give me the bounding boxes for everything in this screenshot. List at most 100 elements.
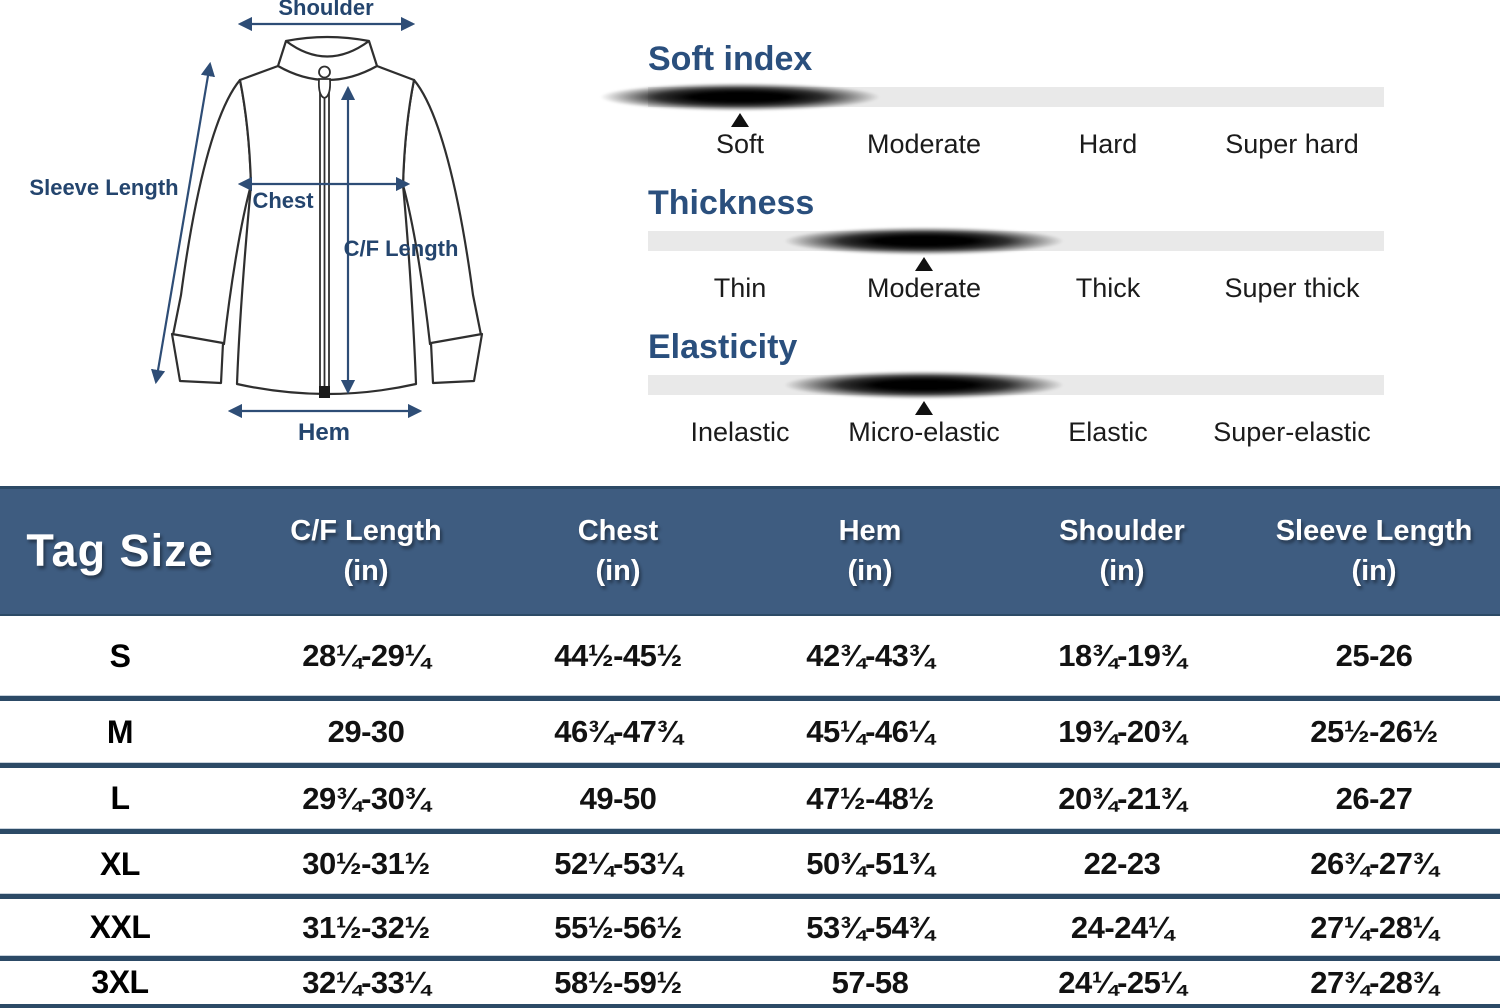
scale-label: Super thick xyxy=(1224,273,1360,304)
cf-length-cell: 32¼-33¼ xyxy=(302,964,430,1000)
chest-cell: 55½-56½ xyxy=(554,909,682,945)
cf-length-cell: 29¾-30¾ xyxy=(302,780,430,816)
table-row: 3XL 32¼-33¼ 58½-59½ 57-58 24¼-25¼ 27¾-28… xyxy=(0,961,1500,1004)
scale-marker-row xyxy=(648,395,1384,417)
hem-cell: 42¾-43¾ xyxy=(806,638,934,673)
scale-label: Super-elastic xyxy=(1213,417,1371,448)
hem-cell: 57-58 xyxy=(831,964,909,1000)
chest-cell: 44½-45½ xyxy=(554,638,682,673)
hem-cell: 47½-48½ xyxy=(806,780,934,816)
scale-bar xyxy=(600,83,1384,112)
scale-thickness: Thickness Thin Moderate Thick Super thic… xyxy=(648,184,1384,304)
scale-level-indicator xyxy=(784,227,1064,256)
sleeve-length-label: Sleeve Length xyxy=(29,175,178,200)
scale-bar xyxy=(648,371,1384,400)
scale-label: Moderate xyxy=(866,273,982,304)
scale-label: Moderate xyxy=(866,129,982,160)
size-cell: L xyxy=(110,780,130,816)
cf-length-cell: 30½-31½ xyxy=(302,846,430,881)
hem-label: Hem xyxy=(298,419,350,446)
size-cell: XL xyxy=(100,845,140,882)
scale-bar xyxy=(648,227,1384,256)
row-divider xyxy=(0,1004,1500,1008)
column-header-sleeve-length: Sleeve Length (in) xyxy=(1275,515,1473,587)
row-divider xyxy=(0,956,1500,961)
scale-label: Super hard xyxy=(1225,129,1359,160)
size-table: Tag Size C/F Length (in) Chest (in) Hem … xyxy=(0,486,1500,1008)
hem-cell: 53¾-54¾ xyxy=(806,909,934,945)
fabric-scales: Soft index Soft Moderate Hard Super hard… xyxy=(600,40,1384,472)
sleeve-cell: 27¼-28¼ xyxy=(1310,909,1438,945)
scale-marker-row xyxy=(648,107,1384,129)
scale-label: Micro-elastic xyxy=(848,417,1000,448)
top-section: Shoulder Sleeve Length Chest C/F Length … xyxy=(0,0,1500,486)
triangle-up-icon xyxy=(731,113,749,128)
sleeve-cell: 26-27 xyxy=(1335,780,1413,816)
chest-label: Chest xyxy=(252,188,314,213)
sleeve-cell: 26¾-27¾ xyxy=(1310,846,1438,881)
size-cell: S xyxy=(109,637,131,674)
table-row: M 29-30 46¾-47¾ 45¼-46¼ 19¾-20¾ 25½-26½ xyxy=(0,701,1500,763)
zipper xyxy=(317,65,332,398)
scale-label: Soft xyxy=(715,129,765,160)
sleeve-cell: 25½-26½ xyxy=(1310,714,1438,749)
hem-cell: 45¼-46¼ xyxy=(806,714,934,749)
scale-level-indicator xyxy=(600,83,880,112)
size-cell: 3XL xyxy=(91,964,149,1000)
column-header-chest: Chest (in) xyxy=(577,515,659,587)
scale-marker-row xyxy=(648,251,1384,273)
chest-cell: 49-50 xyxy=(579,780,657,816)
measurement-arrows xyxy=(150,16,423,419)
triangle-up-icon xyxy=(915,401,933,416)
size-cell: M xyxy=(106,713,134,750)
diagram-labels: Shoulder Sleeve Length Chest C/F Length … xyxy=(29,0,458,446)
sleeve-cell: 27¾-28¾ xyxy=(1310,964,1438,1000)
chest-cell: 46¾-47¾ xyxy=(554,714,682,749)
scale-labels: Soft Moderate Hard Super hard xyxy=(648,129,1384,160)
chest-cell: 52¼-53¼ xyxy=(554,846,682,881)
column-header-hem: Hem (in) xyxy=(838,515,902,587)
scale-title: Thickness xyxy=(648,184,815,223)
shoulder-cell: 24¼-25¼ xyxy=(1058,964,1186,1000)
sleeve-length-arrow xyxy=(150,61,216,385)
scale-title: Elasticity xyxy=(648,328,798,367)
shoulder-cell: 20¾-21¾ xyxy=(1058,780,1186,816)
column-header-cf-length: C/F Length (in) xyxy=(290,515,442,587)
scale-labels: Thin Moderate Thick Super thick xyxy=(648,273,1384,304)
size-table-header: Tag Size C/F Length (in) Chest (in) Hem … xyxy=(0,486,1500,616)
sleeve-cell: 25-26 xyxy=(1335,638,1413,673)
size-cell: XXL xyxy=(89,909,151,945)
scale-labels: Inelastic Micro-elastic Elastic Super-el… xyxy=(648,417,1384,448)
garment-measurement-diagram: Shoulder Sleeve Length Chest C/F Length … xyxy=(29,0,484,446)
table-row: S 28¼-29¼ 44½-45½ 42¾-43¾ 18¾-19¾ 25-26 xyxy=(0,616,1500,696)
table-row: XXL 31½-32½ 55½-56½ 53¾-54¾ 24-24¼ 27¼-2… xyxy=(0,899,1500,956)
shoulder-cell: 18¾-19¾ xyxy=(1058,638,1186,673)
triangle-up-icon xyxy=(915,257,933,272)
scale-label: Thick xyxy=(1075,273,1141,304)
cf-length-label: C/F Length xyxy=(344,236,459,261)
scale-soft-index: Soft index Soft Moderate Hard Super hard xyxy=(600,40,1384,160)
table-row: L 29¾-30¾ 49-50 47½-48½ 20¾-21¾ 26-27 xyxy=(0,768,1500,829)
column-header-tag-size: Tag Size xyxy=(26,525,214,577)
scale-label: Inelastic xyxy=(690,417,790,448)
scale-label: Thin xyxy=(713,273,767,304)
scale-title: Soft index xyxy=(648,40,813,78)
cf-length-cell: 31½-32½ xyxy=(302,909,430,945)
shoulder-cell: 19¾-20¾ xyxy=(1058,714,1186,749)
cf-length-cell: 29-30 xyxy=(327,714,405,749)
column-header-shoulder: Shoulder (in) xyxy=(1059,515,1185,587)
shoulder-cell: 22-23 xyxy=(1083,846,1161,881)
row-divider xyxy=(0,696,1500,701)
row-divider xyxy=(0,829,1500,834)
scale-label: Elastic xyxy=(1068,417,1148,448)
scale-level-indicator xyxy=(784,371,1064,400)
shoulder-cell: 24-24¼ xyxy=(1070,909,1174,945)
scale-label: Hard xyxy=(1078,129,1138,160)
cf-length-cell: 28¼-29¼ xyxy=(302,638,430,673)
shoulder-label: Shoulder xyxy=(278,0,374,20)
hem-cell: 50¾-51¾ xyxy=(806,846,934,881)
row-divider xyxy=(0,894,1500,899)
table-row: XL 30½-31½ 52¼-53¼ 50¾-51¾ 22-23 26¾-27¾ xyxy=(0,834,1500,894)
row-divider xyxy=(0,763,1500,768)
